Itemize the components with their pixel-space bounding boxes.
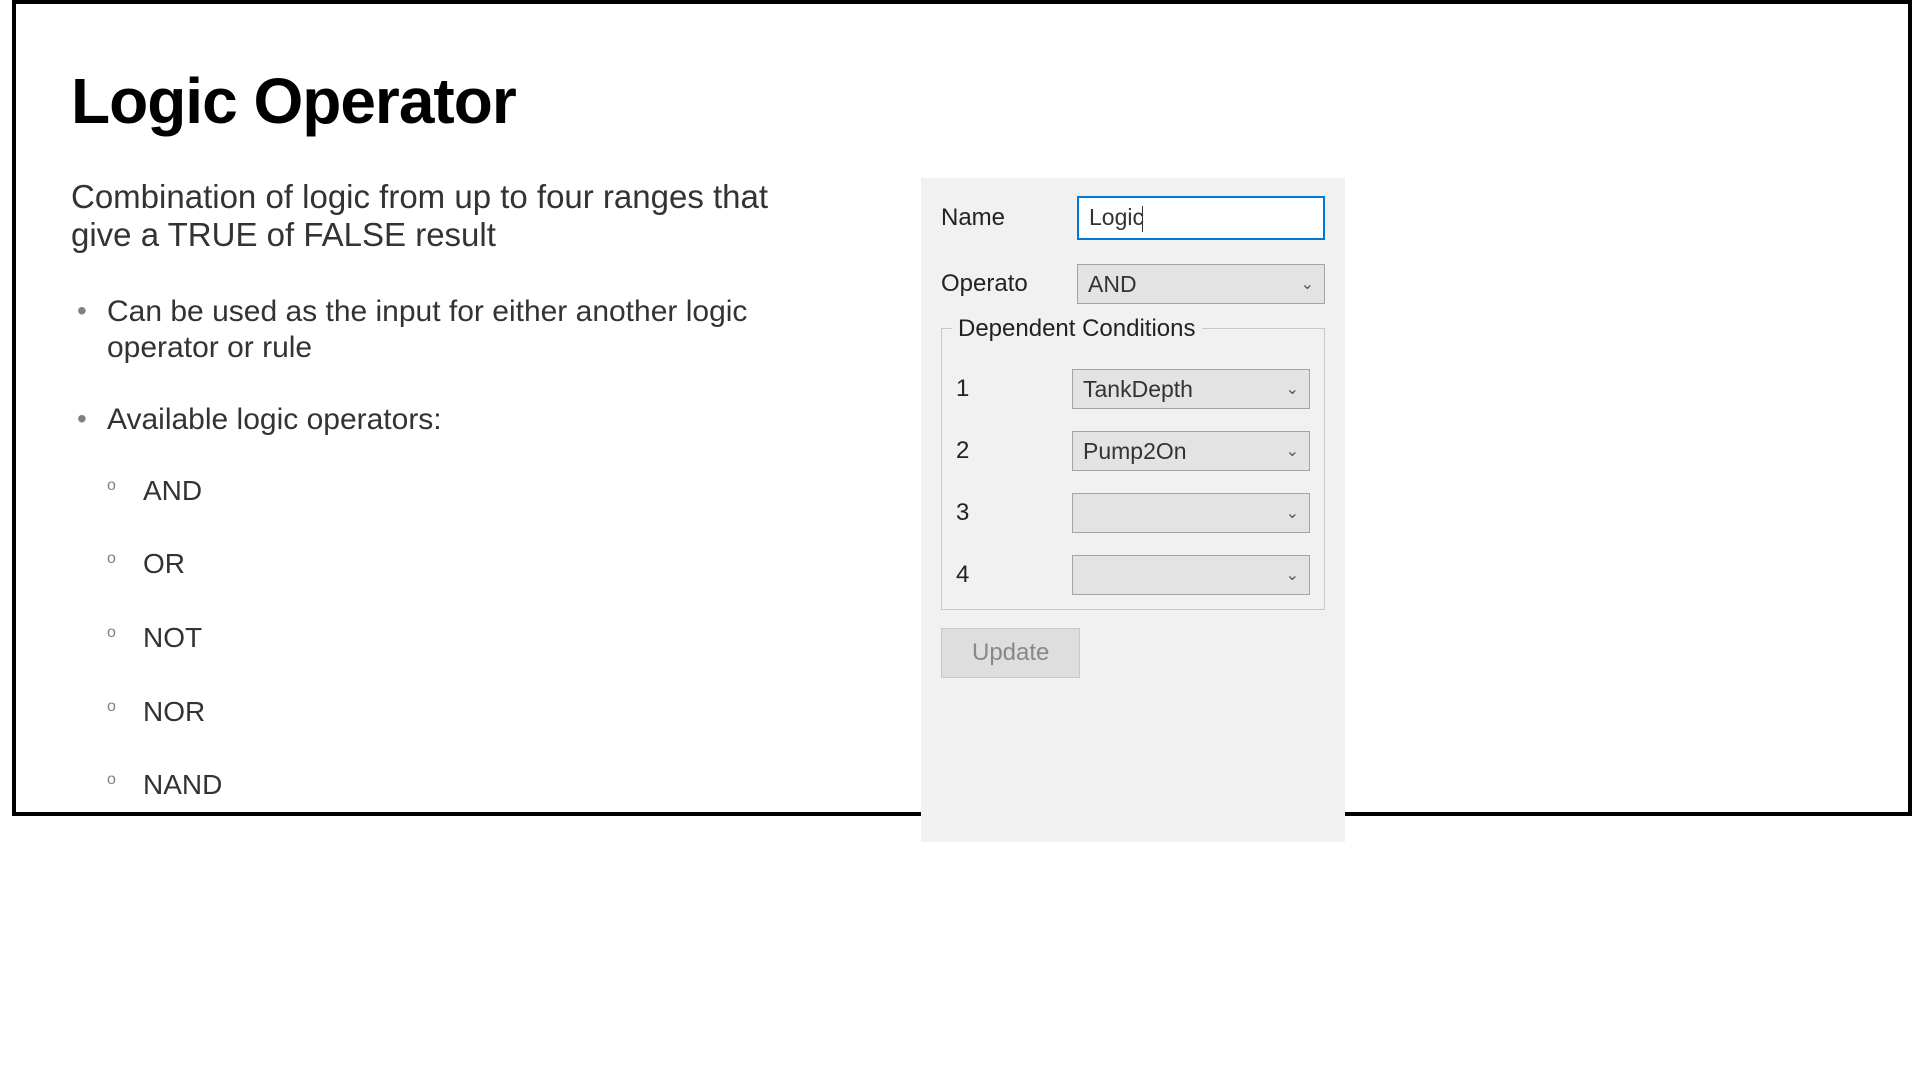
text-column: Combination of logic from up to four ran…: [71, 178, 841, 842]
fieldset-legend: Dependent Conditions: [952, 315, 1202, 343]
condition-select-3[interactable]: ⌄: [1072, 493, 1310, 533]
bullet-text: Available logic operators:: [107, 403, 442, 436]
name-label: Name: [941, 204, 1077, 232]
conditions-fieldset: Dependent Conditions 1 TankDepth ⌄ 2 Pum…: [941, 328, 1325, 610]
name-input[interactable]: Logic: [1077, 196, 1325, 240]
condition-select-4[interactable]: ⌄: [1072, 555, 1310, 595]
subtitle: Combination of logic from up to four ran…: [71, 178, 791, 254]
chevron-down-icon: ⌄: [1286, 379, 1299, 399]
name-input-value: Logic: [1089, 204, 1144, 230]
condition-row: 3 ⌄: [956, 493, 1310, 533]
operator-select-value: AND: [1088, 271, 1137, 298]
operator-label: Operato: [941, 270, 1077, 298]
condition-row: 2 Pump2On ⌄: [956, 431, 1310, 471]
content-area: Combination of logic from up to four ran…: [71, 178, 1853, 842]
condition-number: 4: [956, 561, 1072, 589]
operator-row: Operato AND ⌄: [941, 264, 1325, 304]
condition-value: TankDepth: [1083, 376, 1193, 403]
form-panel: Name Logic Operato AND ⌄ Dependent Condi…: [921, 178, 1345, 842]
operator-item: NOR: [107, 695, 811, 729]
operator-item: NOT: [107, 621, 811, 655]
condition-value: Pump2On: [1083, 438, 1187, 465]
condition-row: 1 TankDepth ⌄: [956, 369, 1310, 409]
bullet-item: Available logic operators: AND OR NOT NO…: [71, 402, 811, 802]
operator-item: OR: [107, 547, 811, 581]
operator-list: AND OR NOT NOR NAND: [107, 474, 811, 802]
text-cursor: [1142, 206, 1143, 232]
bullet-list: Can be used as the input for either anot…: [71, 294, 841, 802]
slide-frame: Logic Operator Combination of logic from…: [12, 0, 1912, 816]
condition-number: 1: [956, 375, 1072, 403]
operator-item: NAND: [107, 768, 811, 802]
update-button[interactable]: Update: [941, 628, 1080, 678]
name-row: Name Logic: [941, 196, 1325, 240]
chevron-down-icon: ⌄: [1286, 565, 1299, 585]
condition-select-1[interactable]: TankDepth ⌄: [1072, 369, 1310, 409]
chevron-down-icon: ⌄: [1286, 441, 1299, 461]
chevron-down-icon: ⌄: [1301, 274, 1314, 294]
page-title: Logic Operator: [71, 64, 1853, 138]
bullet-text: Can be used as the input for either anot…: [107, 295, 747, 364]
operator-select[interactable]: AND ⌄: [1077, 264, 1325, 304]
condition-row: 4 ⌄: [956, 555, 1310, 595]
condition-number: 2: [956, 437, 1072, 465]
bullet-item: Can be used as the input for either anot…: [71, 294, 811, 366]
chevron-down-icon: ⌄: [1286, 503, 1299, 523]
condition-select-2[interactable]: Pump2On ⌄: [1072, 431, 1310, 471]
condition-number: 3: [956, 499, 1072, 527]
operator-item: AND: [107, 474, 811, 508]
